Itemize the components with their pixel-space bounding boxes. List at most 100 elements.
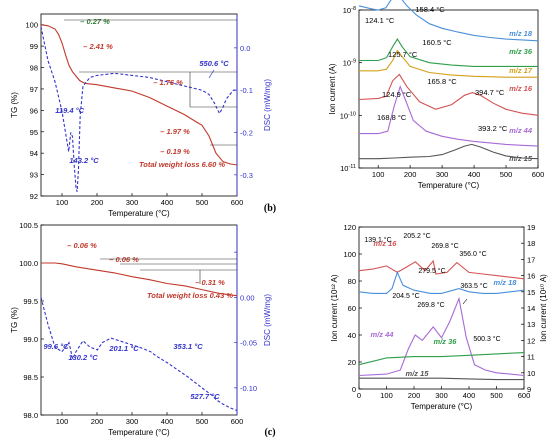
top-left-y-tick-label: 97 bbox=[30, 85, 38, 94]
bottom-right-y2-tick-label: 17 bbox=[527, 255, 535, 264]
bottom-left-annotation: 130.2 °C bbox=[68, 353, 98, 362]
bottom-right-series-line-mz18 bbox=[358, 270, 525, 294]
top-right-series-label: m/z 18 bbox=[509, 29, 533, 38]
bottom-right-y2-tick-label: 15 bbox=[527, 288, 535, 297]
bottom-right-y-tick-label: 60 bbox=[348, 304, 356, 313]
top-right-annotation: 393.2 °C bbox=[478, 124, 508, 133]
top-left-y2-tick-label: 0.0 bbox=[240, 44, 250, 53]
bottom-left-x-tick-label: 100 bbox=[56, 417, 69, 426]
bottom-right-x-tick-label: 100 bbox=[380, 391, 393, 400]
top-left-y-tick-label: 99 bbox=[30, 42, 38, 51]
bottom-left-annotation: 353.1 °C bbox=[173, 342, 203, 351]
bottom-left-y-tick-label: 98.0 bbox=[23, 411, 38, 420]
top-left-x-tick-label: 600 bbox=[231, 198, 244, 207]
bottom-right-annotation: 363.5 °C bbox=[460, 282, 487, 290]
bottom-right-x-tick-label: 400 bbox=[463, 391, 476, 400]
top-right-series-line-mz18 bbox=[358, 0, 539, 42]
top-right-x-tick-label: 200 bbox=[404, 170, 417, 179]
bottom-right-y2-tick-label: 19 bbox=[527, 223, 535, 232]
bottom-left-x-tick-label: 500 bbox=[196, 417, 209, 426]
top-right-x-tick-label: 100 bbox=[372, 170, 385, 179]
bottom-right-x-tick-label: 0 bbox=[357, 391, 361, 400]
top-left-y-tick-label: 95 bbox=[30, 128, 38, 137]
bottom-right-x-tick-label: 200 bbox=[408, 391, 421, 400]
top-right-y-axis-label: Ion current (A) bbox=[328, 63, 337, 114]
top-right-annotation: 160.5 °C bbox=[422, 38, 452, 47]
bottom-right-series-line-mz16 bbox=[358, 259, 525, 280]
top-left-y-tick-label: 94 bbox=[30, 149, 38, 158]
bottom-right-y2-tick-label: 18 bbox=[527, 239, 535, 248]
top-left-annotation: – 2.41 % bbox=[83, 42, 113, 51]
top-right-series-line-mz44 bbox=[359, 85, 539, 147]
top-right-series-line-mz36 bbox=[359, 38, 538, 67]
bottom-left-annotation: – 0.06 % bbox=[109, 255, 139, 264]
top-right-annotation: 124.9 °C bbox=[382, 90, 412, 99]
top-left-annotation: 550.6 °C bbox=[199, 59, 229, 68]
top-right-annotation: 168.8 °C bbox=[377, 113, 407, 122]
top-right-annotation: 158.4 °C bbox=[415, 5, 445, 14]
top-right-series-label: m/z 36 bbox=[509, 47, 533, 56]
bottom-left-y-tick-label: 98.5 bbox=[23, 373, 38, 382]
ion-arrow bbox=[462, 298, 468, 305]
top-left-annotation: Total weight loss 6.60 % bbox=[139, 160, 225, 169]
top-right-series-label: m/z 16 bbox=[509, 84, 533, 93]
bottom-left-x-tick-label: 200 bbox=[91, 417, 104, 426]
bottom-right-y-tick-label: 40 bbox=[348, 331, 356, 340]
bottom-left-x-tick-label: 400 bbox=[161, 417, 174, 426]
top-right-x-tick-label: 600 bbox=[532, 170, 545, 179]
bottom-left-x-axis-label: Temperature (°C) bbox=[108, 428, 170, 437]
top-left-y-tick-label: 100 bbox=[25, 21, 38, 30]
bottom-right-series-label: m/z 16 bbox=[374, 239, 398, 248]
top-left-annotation: – 1.76 % bbox=[153, 78, 183, 87]
top-right-annotation: 125.7 °C bbox=[388, 50, 418, 59]
top-left-y2-axis-label: DSC (mW/mg) bbox=[263, 79, 272, 131]
top-left-y-axis-label: TG (%) bbox=[10, 92, 19, 118]
top-right-x-tick-label: 300 bbox=[436, 170, 449, 179]
bottom-left-y-tick-label: 100.5 bbox=[19, 221, 38, 230]
bottom-right-annotation: 500.3 °C bbox=[473, 335, 500, 343]
bottom-right-series-label: m/z 44 bbox=[371, 330, 395, 339]
top-right-series-label: m/z 44 bbox=[509, 126, 533, 135]
top-right-x-tick-label: 400 bbox=[468, 170, 481, 179]
top-right-annotation: 165.8 °C bbox=[427, 77, 457, 86]
bottom-right-annotation: 204.5 °C bbox=[392, 292, 419, 300]
bottom-right-y2-tick-label: 9 bbox=[527, 385, 531, 394]
bottom-right-x-tick-label: 500 bbox=[490, 391, 503, 400]
panel-label-c: (c) bbox=[264, 427, 275, 438]
top-left-y-tick-label: 98 bbox=[30, 64, 38, 73]
bottom-right-y-tick-label: 120 bbox=[343, 223, 356, 232]
top-right-x-tick-label: 500 bbox=[500, 170, 513, 179]
top-left-y-tick-label: 93 bbox=[30, 171, 38, 180]
top-right-series-label: m/z 17 bbox=[509, 66, 533, 75]
top-right-y-tick-label: 10-10 bbox=[340, 111, 356, 120]
top-right-series-line-mz16 bbox=[358, 73, 539, 116]
top-left-y-tick-label: 96 bbox=[30, 106, 38, 115]
bottom-right-annotation: 269.8 °C bbox=[417, 301, 444, 309]
top-right-plot-frame bbox=[358, 9, 539, 169]
bottom-left-series-line-0 bbox=[41, 262, 238, 297]
top-right-y-tick-label: 10-11 bbox=[340, 164, 356, 173]
top-right-y-tick-label: 10-8 bbox=[343, 6, 356, 15]
bottom-left-y2-tick-label: 0.00 bbox=[240, 293, 255, 302]
top-left-y2-tick-label: -0.2 bbox=[240, 129, 253, 138]
bottom-right-y-tick-label: 80 bbox=[348, 277, 356, 286]
bottom-right-series-label: m/z 18 bbox=[494, 278, 518, 287]
top-right-annotation: 124.1 °C bbox=[365, 16, 395, 25]
dsc-arrow bbox=[208, 69, 215, 79]
bottom-left-annotation: – 0.06 % bbox=[67, 241, 97, 250]
top-left-annotation: – 0.19 % bbox=[160, 147, 190, 156]
bottom-left-x-tick-label: 300 bbox=[126, 417, 139, 426]
top-left-x-tick-label: 500 bbox=[196, 198, 209, 207]
top-left-x-tick-label: 100 bbox=[56, 198, 69, 207]
top-right-series-line-mz17 bbox=[359, 49, 538, 78]
bottom-right-series-line-mz15 bbox=[359, 377, 524, 381]
bottom-right-annotation: 269.8 °C bbox=[431, 242, 458, 250]
bottom-right-series-line-mz44 bbox=[358, 296, 525, 377]
bottom-right-y2-tick-label: 12 bbox=[527, 336, 535, 345]
bottom-right-annotation: 279.5 °C bbox=[418, 267, 445, 275]
bottom-left-y-tick-label: 99.0 bbox=[23, 335, 38, 344]
top-left-y2-tick-label: -0.3 bbox=[240, 171, 253, 180]
bottom-left-y2-axis-label: DSC (mW/mg) bbox=[263, 294, 272, 346]
top-left-annotation: 143.2 °C bbox=[69, 156, 99, 165]
